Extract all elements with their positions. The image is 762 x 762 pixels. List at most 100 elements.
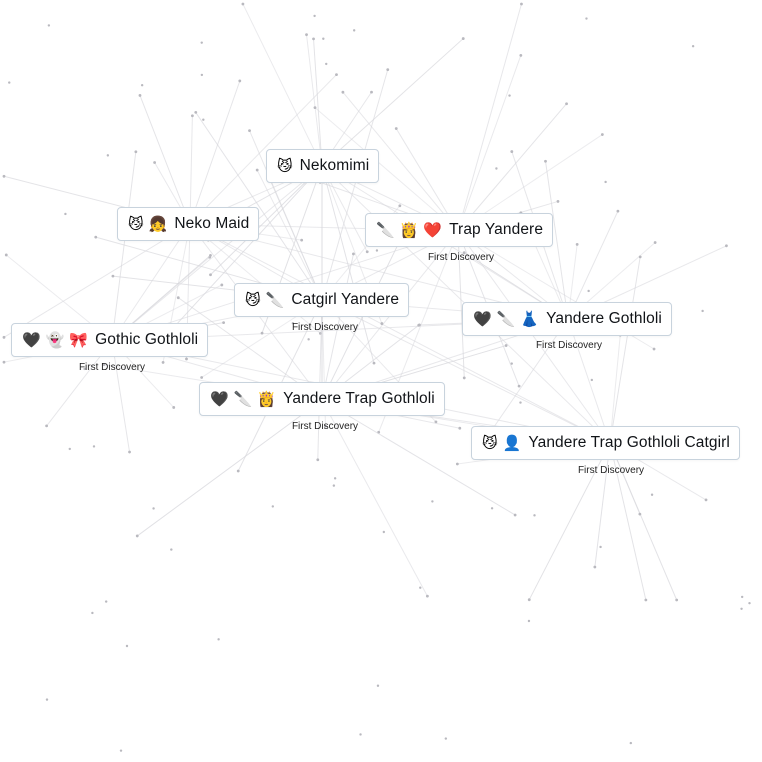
element-label: Yandere Gothloli [546,310,662,327]
network-dot [593,565,597,569]
connection-line [321,399,428,597]
element-gothic-gothloli[interactable]: 🖤 👻 🎀 Gothic Gothloli [11,323,209,357]
network-dot [119,749,123,752]
dress-icon: 👗 [520,309,540,328]
network-dot [419,586,422,589]
network-dot [200,73,204,77]
network-dot [462,251,466,255]
network-dot [190,114,194,118]
network-dot [202,118,205,121]
network-dot [271,505,275,508]
network-dot [200,41,203,44]
network-dot [138,94,142,97]
network-dot [236,469,240,473]
network-dot [434,420,438,424]
connection-line [609,335,621,444]
knife-icon: 🔪 [233,389,253,408]
element-yandere-trap-gothloli-catgirl[interactable]: 😼 👤 Yandere Trap Gothloli Catgirl [471,426,740,460]
element-label: Gothic Gothloli [95,331,199,348]
network-dot [616,209,620,213]
network-dot [544,159,547,163]
element-emojis: 🖤 🔪 👸 [210,389,276,408]
network-dot [68,447,71,451]
first-discovery-label: First Discovery [78,362,146,373]
knife-icon: 🔪 [265,290,285,309]
network-dot [638,512,642,516]
network-dot [102,363,106,367]
connection-line [321,399,516,516]
network-dot [152,507,155,510]
network-dot [629,741,633,745]
network-dot [352,252,355,256]
connection-line [242,3,323,167]
network-dot [644,598,648,602]
network-dot [305,33,308,37]
network-dot [585,17,588,20]
connection-line [313,38,323,167]
network-dot [600,133,604,136]
connection-line [457,230,611,444]
network-dot [425,594,429,598]
network-dot [332,484,336,487]
silhouette-icon: 👤 [502,433,522,452]
network-dot [2,174,6,178]
connection-line [256,169,323,301]
network-dot [312,37,315,41]
element-emojis: 😼 👤 [482,433,522,452]
network-dot [431,500,434,503]
network-dot [238,79,242,83]
connection-line [317,299,323,460]
connection-line [136,399,323,537]
element-yandere-trap-gothloli[interactable]: 🖤 🔪 👸 Yandere Trap Gothloli [199,382,445,416]
network-dot [519,401,522,404]
connection-line [594,442,611,568]
connection-line [314,107,459,232]
network-dot [704,498,708,502]
network-dot [510,150,514,153]
network-dot [740,607,743,610]
network-dot [45,698,49,701]
network-dot [653,241,657,244]
network-dot [47,24,51,27]
element-yandere-gothloli[interactable]: 🖤 🔪 👗 Yandere Gothloli [462,302,672,336]
network-dot [352,29,356,32]
network-dot [398,204,402,208]
network-dot [222,321,225,325]
network-dot [316,458,320,462]
network-dot [462,376,466,380]
black-heart-icon: 🖤 [473,309,492,328]
connection-line [195,112,323,301]
network-dot [691,44,695,48]
network-dot [341,90,345,94]
element-catgirl-yandere[interactable]: 😼 🔪 Catgirl Yandere [234,283,410,317]
network-dot [248,129,251,133]
connection-line [321,165,375,364]
network-dot [520,2,523,6]
network-dot [313,106,317,109]
element-neko-maid[interactable]: 😼 👧 Neko Maid [117,207,260,241]
princess-icon: 👸 [399,220,419,239]
cat-face-icon: 😼 [128,214,144,233]
element-trap-yandere[interactable]: 🔪 👸 ❤️ Trap Yandere [365,213,554,247]
network-dot [153,161,157,164]
element-nekomimi[interactable]: 😼 Nekomimi [266,149,380,183]
network-dot [725,244,728,248]
network-dot [650,493,654,496]
network-dot [104,600,108,603]
network-dot [504,344,508,347]
network-dot [209,253,212,257]
network-dot [370,90,373,94]
network-dot [375,249,379,252]
ghost-icon: 👻 [45,330,65,349]
network-dot [675,598,679,602]
connection-line [111,151,137,342]
connection-line [111,340,131,453]
network-dot [64,212,67,216]
network-dot [599,545,602,549]
first-discovery-label: First Discovery [427,252,495,263]
connection-line [210,165,323,276]
connection-line [269,180,323,301]
element-emojis: 😼 [277,158,293,174]
